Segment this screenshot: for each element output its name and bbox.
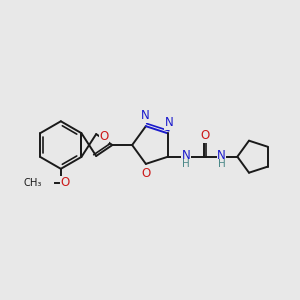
Text: N: N <box>140 109 149 122</box>
Text: N: N <box>182 149 190 162</box>
Text: H: H <box>218 159 225 169</box>
Text: CH₃: CH₃ <box>24 178 42 188</box>
Text: O: O <box>141 167 151 180</box>
Text: O: O <box>60 176 69 189</box>
Text: O: O <box>200 129 209 142</box>
Text: H: H <box>182 159 190 169</box>
Text: N: N <box>217 149 226 162</box>
Text: O: O <box>100 130 109 142</box>
Text: N: N <box>165 116 173 129</box>
